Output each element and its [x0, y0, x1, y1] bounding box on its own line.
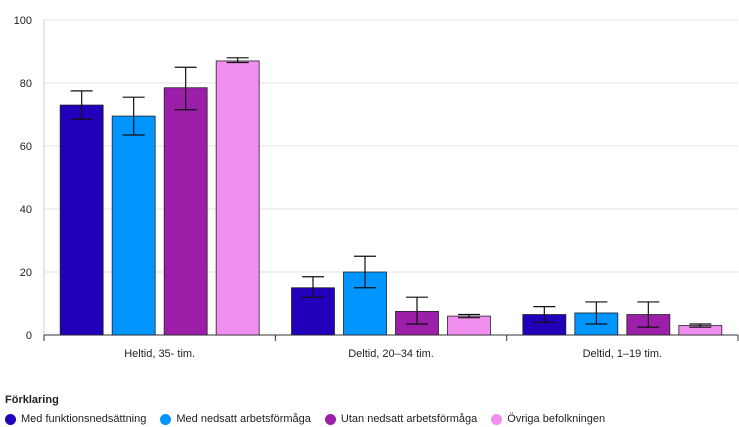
legend-label: Med nedsatt arbetsförmåga [176, 413, 311, 425]
y-tick-label: 40 [20, 204, 32, 216]
legend-label: Med funktionsnedsättning [21, 413, 147, 425]
legend: Med funktionsnedsättning Med nedsatt arbe… [5, 413, 619, 425]
bar [111, 115, 156, 336]
y-tick-label: 20 [20, 267, 32, 279]
x-tick-label: Deltid, 1–19 tim. [583, 348, 662, 360]
bar [59, 104, 104, 336]
legend-item: Utan nedsatt arbetsförmåga [324, 413, 478, 425]
legend-item: Med funktionsnedsättning [5, 413, 146, 425]
bar [215, 60, 260, 336]
bar [447, 315, 491, 336]
chart-svg: 0 20 40 60 80 100 Heltid, 35- tim. Deltid, 20–3… [14, 15, 739, 360]
legend-item: Övriga befolkningen [491, 413, 605, 425]
bar [163, 87, 208, 336]
x-tick-label: Heltid, 35- tim. [124, 348, 195, 360]
legend-title: Förklaring [5, 394, 59, 406]
legend-swatch [491, 413, 503, 425]
legend-label: Utan nedsatt arbetsförmåga [340, 413, 478, 425]
y-tick-label: 60 [20, 141, 32, 153]
legend-item: Med nedsatt arbetsförmåga [160, 413, 311, 425]
y-tick-label: 100 [14, 15, 32, 27]
legend-label: Övriga befolkningen [507, 413, 606, 425]
y-tick-label: 80 [20, 78, 32, 90]
legend-swatch [324, 413, 336, 425]
x-tick-label: Deltid, 20–34 tim. [348, 348, 434, 360]
legend-swatch [160, 413, 172, 425]
y-tick-label: 0 [26, 330, 32, 342]
legend-swatch [5, 413, 16, 425]
